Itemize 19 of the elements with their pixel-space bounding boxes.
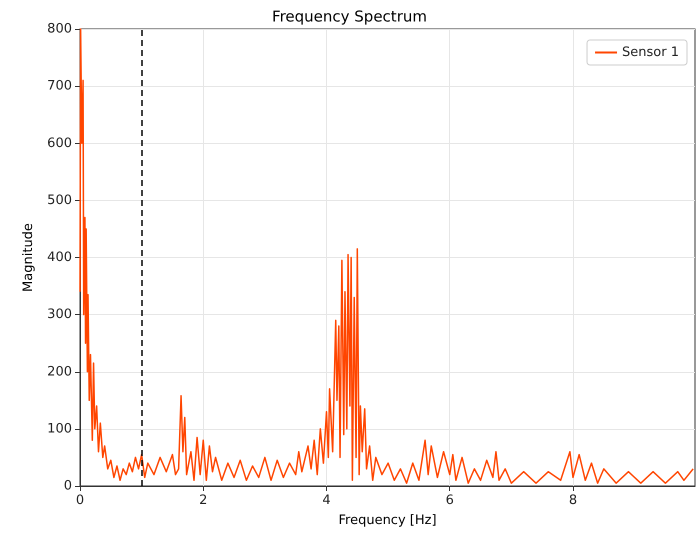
y-tick-label: 800 [47, 22, 72, 36]
line-series [79, 28, 694, 484]
y-axis-title: Magnitude [21, 223, 36, 292]
y-tick-label: 700 [47, 78, 72, 94]
x-tick-label: 2 [199, 493, 208, 508]
x-axis-title: Frequency [Hz] [338, 513, 437, 528]
x-tick-label: 8 [568, 493, 578, 508]
x-tick-label: 0 [76, 493, 84, 508]
y-tick-label: 500 [47, 192, 72, 208]
chart-title: Frequency Spectrum [272, 8, 427, 26]
x-tick-label: 4 [322, 493, 331, 508]
legend-label: Sensor 1 [622, 45, 680, 60]
y-tick-label: 0 [64, 478, 72, 494]
y-tick-label: 400 [47, 250, 72, 265]
y-tick-label: 200 [47, 364, 72, 380]
x-tick-label: 6 [446, 493, 454, 508]
y-tick-label: 300 [47, 307, 72, 322]
y-tick-label: 600 [47, 136, 72, 151]
y-tick-label: 100 [47, 421, 72, 436]
